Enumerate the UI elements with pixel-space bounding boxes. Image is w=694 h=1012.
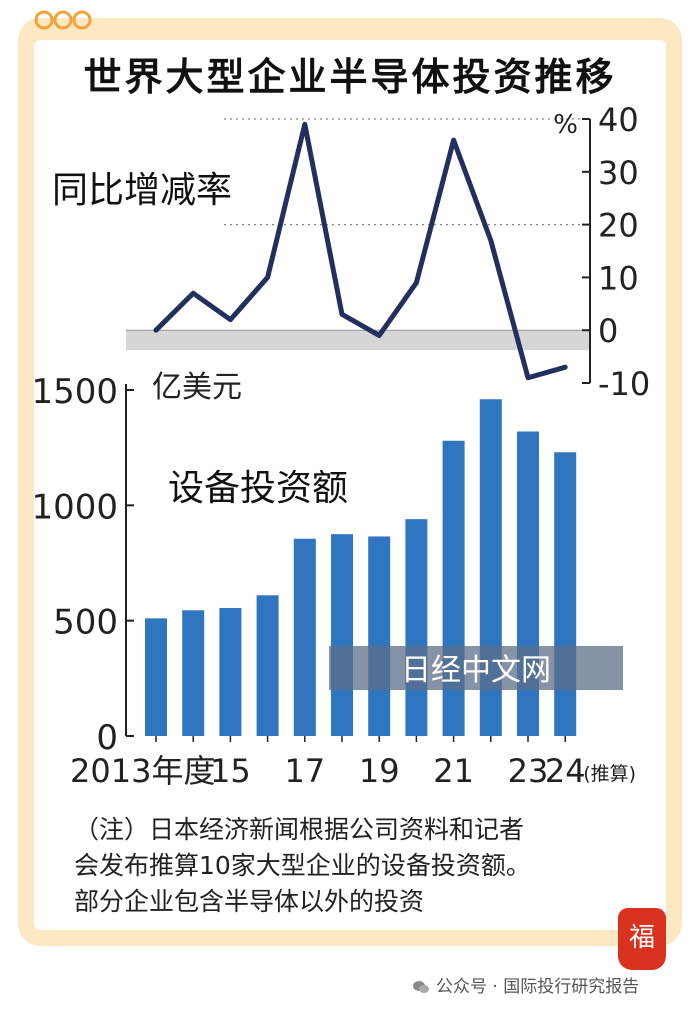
- line-panel-label: 同比增减率: [52, 170, 232, 211]
- note-line: 会发布推算10家大型企业的设备投资额。: [74, 851, 531, 880]
- right-axis-tick-label: 20: [598, 207, 639, 245]
- wechat-watermark: 公众号 · 国际投行研究报告: [412, 972, 639, 997]
- x-axis-tick-label: 17: [284, 752, 325, 790]
- bar: [145, 618, 167, 736]
- seal-icon: 福: [618, 908, 666, 970]
- right-axis-tick-label: 40: [598, 101, 639, 139]
- x-axis-suffix-label: (推算): [583, 763, 636, 785]
- note-line: 部分企业包含半导体以外的投资: [74, 887, 425, 916]
- bar: [256, 595, 279, 736]
- logo-plate: [329, 646, 623, 690]
- left-axis-unit: 亿美元: [152, 370, 242, 405]
- bar: [368, 536, 391, 736]
- bar: [517, 431, 539, 736]
- bar: [182, 610, 205, 736]
- wechat-icon: [413, 981, 429, 993]
- x-axis-tick-label: 21: [433, 752, 474, 790]
- left-axis-tick-label: 0: [96, 718, 118, 758]
- x-axis-tick-label: 19: [359, 752, 400, 790]
- growth-line: [153, 121, 568, 381]
- bar: [405, 519, 428, 736]
- note-line: （注）日本经济新闻根据公司资料和记者: [74, 815, 525, 844]
- bar: [554, 452, 577, 736]
- x-axis-tick-label: 23: [508, 752, 549, 790]
- left-axis-tick-label: 1000: [34, 487, 118, 527]
- bar: [442, 440, 465, 736]
- left-axis-tick-label: 1500: [34, 372, 118, 412]
- right-axis-tick-label: 30: [598, 154, 639, 192]
- watermark-text: 公众号 · 国际投行研究报告: [436, 977, 640, 997]
- bar-panel-label: 设备投资额: [168, 468, 348, 509]
- bar: [331, 534, 353, 736]
- bar: [293, 538, 316, 736]
- right-axis-unit: %: [553, 110, 578, 140]
- chart-card: 世界大型企业半导体投资推移 40 30 20 10 0 -10% 同比增减率 1500 1000…: [34, 40, 666, 930]
- chart-note: （注）日本经济新闻根据公司资料和记者 会发布推算10家大型企业的设备投资额。 部…: [74, 812, 664, 920]
- chart-title: 世界大型企业半导体投资推移: [83, 55, 617, 99]
- right-axis-tick-label: 0: [598, 312, 618, 350]
- bar: [219, 607, 242, 736]
- right-axis-tick-label: 10: [598, 259, 639, 297]
- right-axis-tick-label: -10: [598, 365, 650, 403]
- logo-text: 日经中文网: [401, 653, 551, 688]
- x-axis-tick-label: 2013年度: [70, 752, 215, 790]
- x-axis-tick-label: 24: [545, 752, 586, 790]
- left-axis-tick-label: 500: [53, 603, 118, 643]
- bubbles-decoration-icon: [34, 10, 92, 30]
- zero-band: [126, 330, 590, 351]
- x-axis-tick-label: 15: [210, 752, 251, 790]
